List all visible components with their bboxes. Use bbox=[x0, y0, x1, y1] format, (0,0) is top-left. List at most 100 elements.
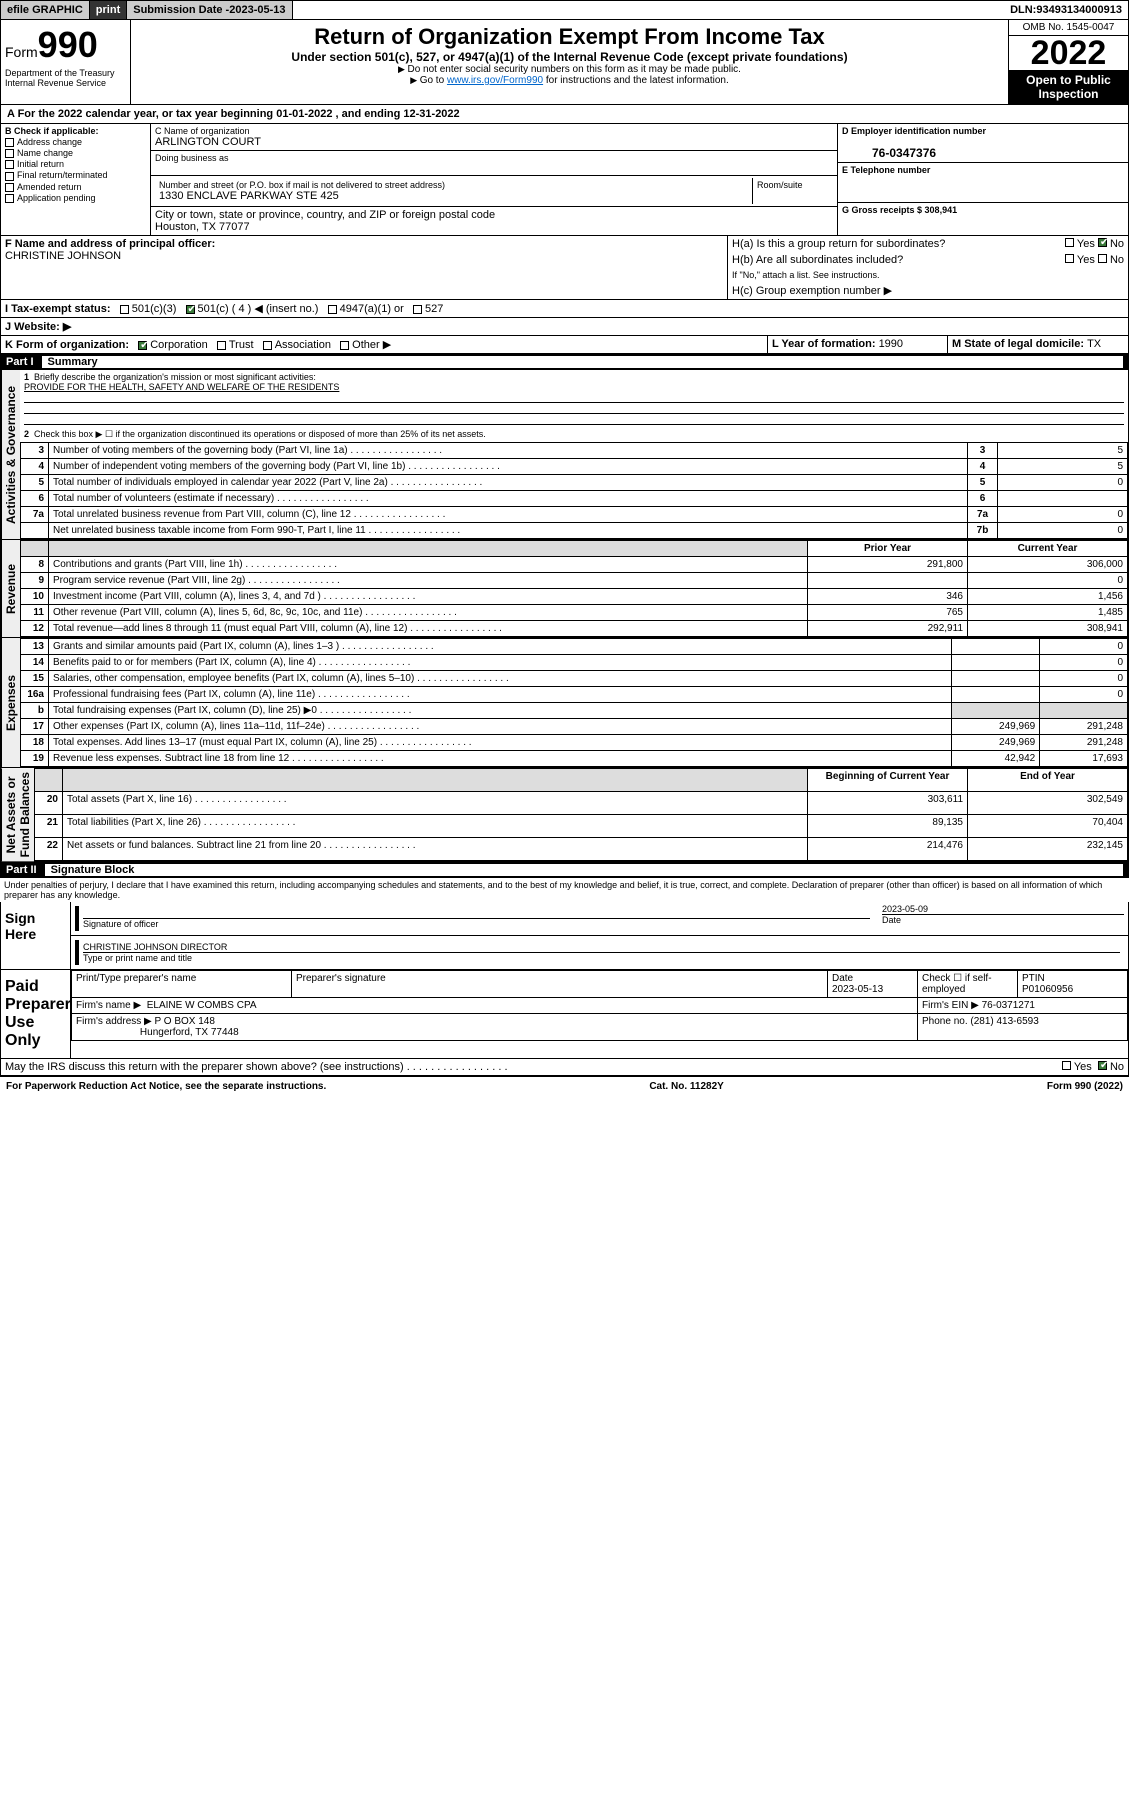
prior-value bbox=[808, 573, 968, 589]
prior-value: 42,942 bbox=[952, 751, 1040, 767]
prep-selfemp-label: Check ☐ if self-employed bbox=[918, 971, 1018, 998]
line-value: 0 bbox=[998, 523, 1128, 539]
section-k: K Form of organization: Corporation Trus… bbox=[1, 336, 768, 353]
firm-ein: 76-0371271 bbox=[982, 1000, 1035, 1011]
current-value: 232,145 bbox=[968, 838, 1128, 861]
section-i: I Tax-exempt status: 501(c)(3) 501(c) ( … bbox=[1, 300, 1128, 317]
line-value: 5 bbox=[998, 459, 1128, 475]
prep-date-value: 2023-05-13 bbox=[832, 984, 883, 995]
line-num: 19 bbox=[21, 751, 49, 767]
current-value: 17,693 bbox=[1040, 751, 1128, 767]
discuss-question: May the IRS discuss this return with the… bbox=[5, 1061, 1062, 1073]
discuss-no[interactable] bbox=[1098, 1061, 1107, 1070]
prior-value: 214,476 bbox=[808, 838, 968, 861]
summary-block: Activities & Governance 1 Briefly descri… bbox=[0, 370, 1129, 540]
h-b-yes[interactable] bbox=[1065, 254, 1074, 263]
chk-name-change[interactable]: Name change bbox=[5, 148, 146, 158]
section-l: L Year of formation: 1990 bbox=[768, 336, 948, 353]
prior-value bbox=[952, 655, 1040, 671]
firm-name: ELAINE W COMBS CPA bbox=[147, 1000, 257, 1011]
opt-527: 527 bbox=[425, 303, 443, 315]
line-num: 9 bbox=[21, 573, 49, 589]
line-text: Contributions and grants (Part VIII, lin… bbox=[49, 557, 808, 573]
efile-button[interactable]: efile GRAPHIC bbox=[1, 1, 90, 19]
line-num: 16a bbox=[21, 687, 49, 703]
dln-value: 93493134000913 bbox=[1036, 4, 1122, 16]
submission-date-value: 2023-05-13 bbox=[229, 4, 285, 16]
line-text: Total unrelated business revenue from Pa… bbox=[49, 507, 968, 523]
col-header: End of Year bbox=[968, 769, 1128, 792]
sig-date: 2023-05-09 bbox=[882, 904, 1124, 914]
table-revenue: Prior YearCurrent Year8Contributions and… bbox=[20, 540, 1128, 637]
q2-label: Check this box ▶ ☐ if the organization d… bbox=[34, 429, 486, 439]
form-header: Form990 Department of the Treasury Inter… bbox=[0, 20, 1129, 105]
chk-application-pending[interactable]: Application pending bbox=[5, 193, 146, 203]
period-label: A For the 2022 calendar year, or tax yea… bbox=[7, 108, 276, 120]
form990-link[interactable]: www.irs.gov/Form990 bbox=[447, 75, 543, 86]
submission-date-label: Submission Date - bbox=[133, 4, 229, 16]
h-b-no[interactable] bbox=[1098, 254, 1107, 263]
form-org-row: K Form of organization: Corporation Trus… bbox=[0, 336, 1129, 354]
chk-501c3[interactable] bbox=[120, 305, 129, 314]
tax-period: A For the 2022 calendar year, or tax yea… bbox=[0, 105, 1129, 124]
line-num: 21 bbox=[35, 815, 63, 838]
h-a-yes[interactable] bbox=[1065, 238, 1074, 247]
q1-answer: PROVIDE FOR THE HEALTH, SAFETY AND WELFA… bbox=[24, 382, 339, 392]
opt-other: Other ▶ bbox=[352, 339, 391, 351]
chk-corporation[interactable] bbox=[138, 341, 147, 350]
h-c-label: H(c) Group exemption number ▶ bbox=[728, 282, 1128, 299]
h-a-label: H(a) Is this a group return for subordin… bbox=[732, 238, 1065, 250]
no-label: No bbox=[1110, 238, 1124, 250]
chk-initial-return[interactable]: Initial return bbox=[5, 159, 146, 169]
ptin-value: P01060956 bbox=[1022, 984, 1073, 995]
tax-exempt-label: I Tax-exempt status: bbox=[5, 303, 111, 315]
paid-preparer-table: Print/Type preparer's name Preparer's si… bbox=[71, 970, 1128, 1041]
domicile-label: M State of legal domicile: bbox=[952, 338, 1087, 350]
chk-final-return[interactable]: Final return/terminated bbox=[5, 170, 146, 180]
yes-label: Yes bbox=[1077, 238, 1095, 250]
opt-corporation: Corporation bbox=[150, 339, 207, 351]
ein-label: D Employer identification number bbox=[842, 126, 986, 136]
chk-address-change[interactable]: Address change bbox=[5, 137, 146, 147]
line-box: 5 bbox=[968, 475, 998, 491]
h-a-no[interactable] bbox=[1098, 238, 1107, 247]
line-text: Salaries, other compensation, employee b… bbox=[49, 671, 952, 687]
current-value: 0 bbox=[1040, 639, 1128, 655]
chk-527[interactable] bbox=[413, 305, 422, 314]
netassets-block: Net Assets or Fund Balances Beginning of… bbox=[0, 768, 1129, 862]
table-net-assets: Beginning of Current YearEnd of Year20To… bbox=[34, 768, 1128, 861]
form-note-1: Do not enter social security numbers on … bbox=[135, 64, 1004, 75]
line-value: 0 bbox=[998, 507, 1128, 523]
form-no: 990 bbox=[38, 24, 98, 65]
line-text: Benefits paid to or for members (Part IX… bbox=[49, 655, 952, 671]
form-note-2: Go to www.irs.gov/Form990 for instructio… bbox=[135, 75, 1004, 86]
discuss-yes[interactable] bbox=[1062, 1061, 1071, 1070]
org-name-label: C Name of organization bbox=[155, 126, 250, 136]
opt-association: Association bbox=[275, 339, 331, 351]
line-num: b bbox=[21, 703, 49, 719]
period-begin: 01-01-2022 bbox=[276, 108, 332, 120]
part-2-header: Part II Signature Block bbox=[0, 862, 1129, 878]
note2-post: for instructions and the latest informat… bbox=[546, 75, 729, 86]
chk-association[interactable] bbox=[263, 341, 272, 350]
firm-ein-label: Firm's EIN ▶ bbox=[922, 1000, 979, 1011]
section-c: C Name of organizationARLINGTON COURT Do… bbox=[151, 124, 838, 235]
open-public-inspection: Open to Public Inspection bbox=[1009, 70, 1128, 104]
chk-trust[interactable] bbox=[217, 341, 226, 350]
part-2-num: Part II bbox=[6, 864, 45, 876]
dept-treasury: Department of the Treasury bbox=[5, 68, 126, 78]
chk-501c[interactable] bbox=[186, 305, 195, 314]
chk-amended-return[interactable]: Amended return bbox=[5, 182, 146, 192]
chk-other[interactable] bbox=[340, 341, 349, 350]
h-b-label: H(b) Are all subordinates included? bbox=[732, 254, 1065, 266]
form-org-label: K Form of organization: bbox=[5, 339, 129, 351]
print-button[interactable]: print bbox=[90, 1, 127, 19]
prep-sig-label: Preparer's signature bbox=[292, 971, 828, 998]
chk-4947[interactable] bbox=[328, 305, 337, 314]
section-f: F Name and address of principal officer:… bbox=[1, 236, 728, 299]
line-text: Program service revenue (Part VIII, line… bbox=[49, 573, 808, 589]
prior-value: 291,800 bbox=[808, 557, 968, 573]
line-num: 11 bbox=[21, 605, 49, 621]
line-num: 13 bbox=[21, 639, 49, 655]
line-text: Revenue less expenses. Subtract line 18 … bbox=[49, 751, 952, 767]
